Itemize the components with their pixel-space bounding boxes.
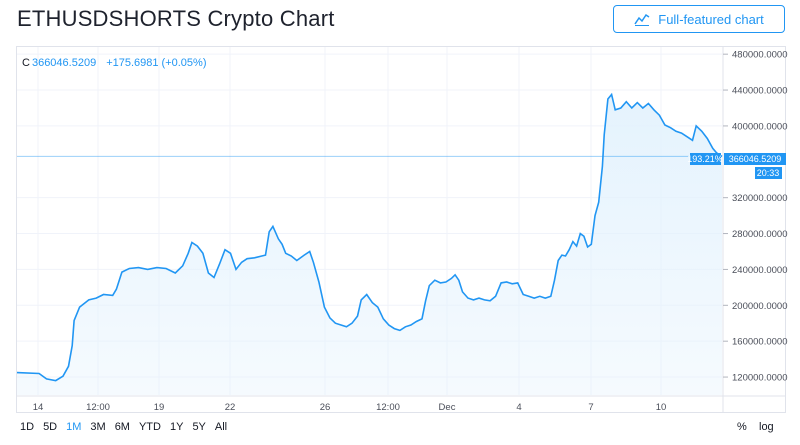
percent-label-box: [690, 153, 721, 165]
price-label-box: [724, 153, 786, 165]
range-1y[interactable]: 1Y: [169, 421, 184, 433]
x-tick-label: Dec: [439, 402, 456, 413]
y-tick-label: 280000.0000: [732, 229, 787, 240]
range-all[interactable]: All: [214, 421, 228, 433]
range-selector: 1D 5D 1M 3M 6M YTD 1Y 5Y All: [20, 421, 227, 433]
x-tick-label: 22: [225, 402, 236, 413]
x-tick-label: 4: [516, 402, 521, 413]
x-tick-label: 12:00: [376, 402, 400, 413]
x-tick-label: 26: [320, 402, 331, 413]
y-tick-label: 400000.0000: [732, 121, 787, 132]
ohlc-legend: C 366046.5209 +175.6981 (+0.05%): [22, 57, 207, 69]
range-ytd[interactable]: YTD: [138, 421, 161, 433]
y-tick-label: 240000.0000: [732, 265, 787, 276]
range-5y[interactable]: 5Y: [192, 421, 206, 433]
y-tick-label: 160000.0000: [732, 337, 787, 348]
chart-icon: [634, 13, 650, 26]
x-tick-label: 19: [154, 402, 165, 413]
y-tick-label: 480000.0000: [732, 50, 787, 61]
countdown-box: [755, 167, 782, 179]
price-line: [16, 92, 723, 382]
y-tick-label: 440000.0000: [732, 86, 787, 97]
price-label: 366046.5209: [729, 154, 782, 164]
price-label-group: 193.21% 366046.5209 20:33: [687, 153, 786, 179]
x-tick-label: 10: [656, 402, 667, 413]
range-3m[interactable]: 3M: [90, 421, 106, 433]
y-axis: 480000.0000 440000.0000 400000.0000 320000.…: [722, 47, 787, 413]
price-area: [17, 94, 722, 395]
x-tick-label: 7: [588, 402, 593, 413]
range-1d[interactable]: 1D: [20, 421, 35, 433]
close-value: 366046.5209: [31, 57, 97, 69]
range-6m[interactable]: 6M: [114, 421, 130, 433]
x-axis: 14 12:00 19 22 26 12:00 Dec 4 7 10: [17, 395, 786, 413]
close-prefix: C: [22, 57, 30, 69]
y-tick-label: 320000.0000: [732, 193, 787, 204]
range-1m[interactable]: 1M: [66, 421, 82, 433]
x-tick-label: 14: [33, 402, 44, 413]
percent-label: 193.21%: [687, 154, 723, 164]
page-title: ETHUSDSHORTS Crypto Chart: [17, 6, 335, 31]
y-tick-label: 200000.0000: [732, 301, 787, 312]
chart-frame[interactable]: [16, 46, 786, 413]
range-5d[interactable]: 5D: [43, 421, 58, 433]
y-tick-label: 120000.0000: [732, 373, 787, 384]
full-featured-chart-button[interactable]: Full-featured chart: [613, 5, 785, 33]
countdown-label: 20:33: [757, 168, 780, 178]
log-scale-toggle[interactable]: log: [759, 421, 774, 433]
full-featured-chart-label: Full-featured chart: [658, 11, 764, 27]
percent-scale-toggle[interactable]: %: [737, 421, 747, 433]
x-tick-label: 12:00: [86, 402, 110, 413]
change-value: +175.6981 (+0.05%): [106, 57, 207, 69]
